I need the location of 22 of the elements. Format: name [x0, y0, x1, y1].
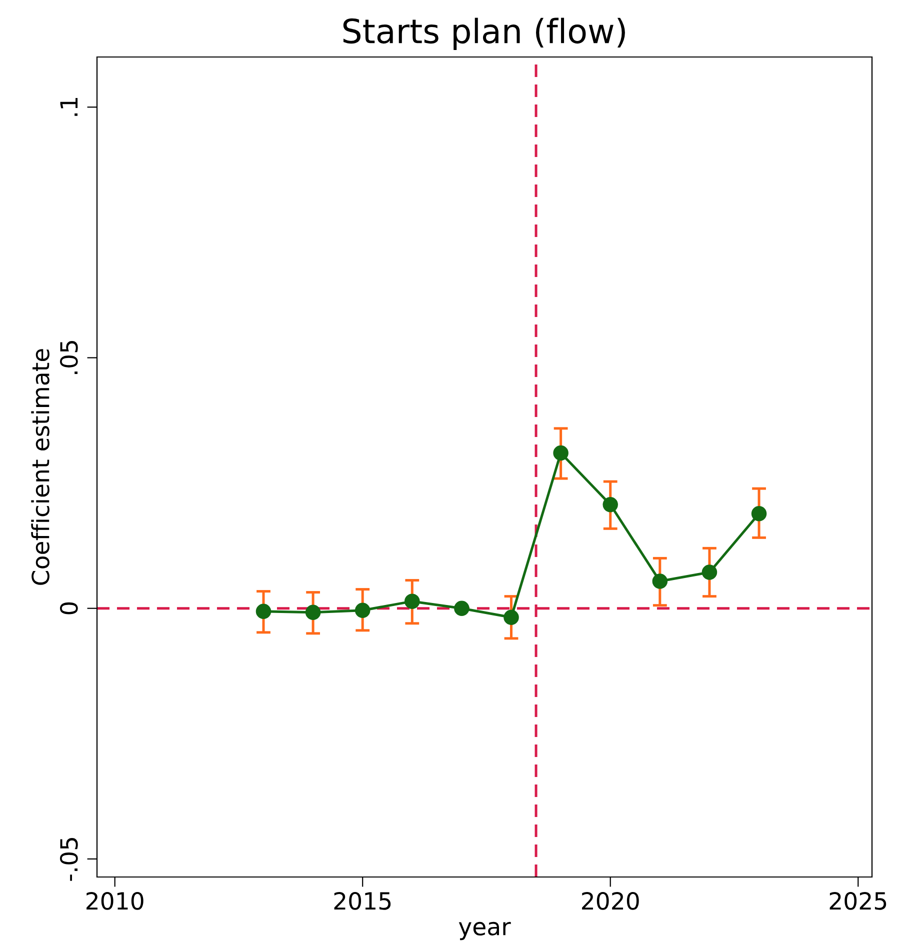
y-tick-label: 0 — [60, 602, 78, 614]
x-tick-label: 2010 — [86, 892, 144, 910]
point — [553, 445, 568, 461]
point — [256, 604, 272, 619]
point — [751, 506, 767, 522]
point — [305, 604, 321, 620]
point — [602, 496, 618, 512]
y-axis-title: Coefficient estimate — [31, 349, 50, 585]
point — [454, 600, 470, 616]
point — [504, 610, 519, 626]
x-tick-label: 2020 — [582, 892, 639, 910]
point — [652, 574, 668, 589]
y-tick-label: -.05 — [60, 838, 78, 881]
point — [354, 602, 370, 618]
x-axis-title: year — [458, 922, 511, 940]
chart-title: Starts plan (flow) — [343, 18, 625, 50]
x-tick-label: 2015 — [334, 892, 391, 910]
x-tick-label: 2025 — [830, 892, 886, 910]
point — [702, 564, 718, 580]
point — [404, 594, 420, 609]
y-tick-label: .1 — [60, 98, 78, 116]
y-tick-label: .05 — [60, 341, 78, 374]
